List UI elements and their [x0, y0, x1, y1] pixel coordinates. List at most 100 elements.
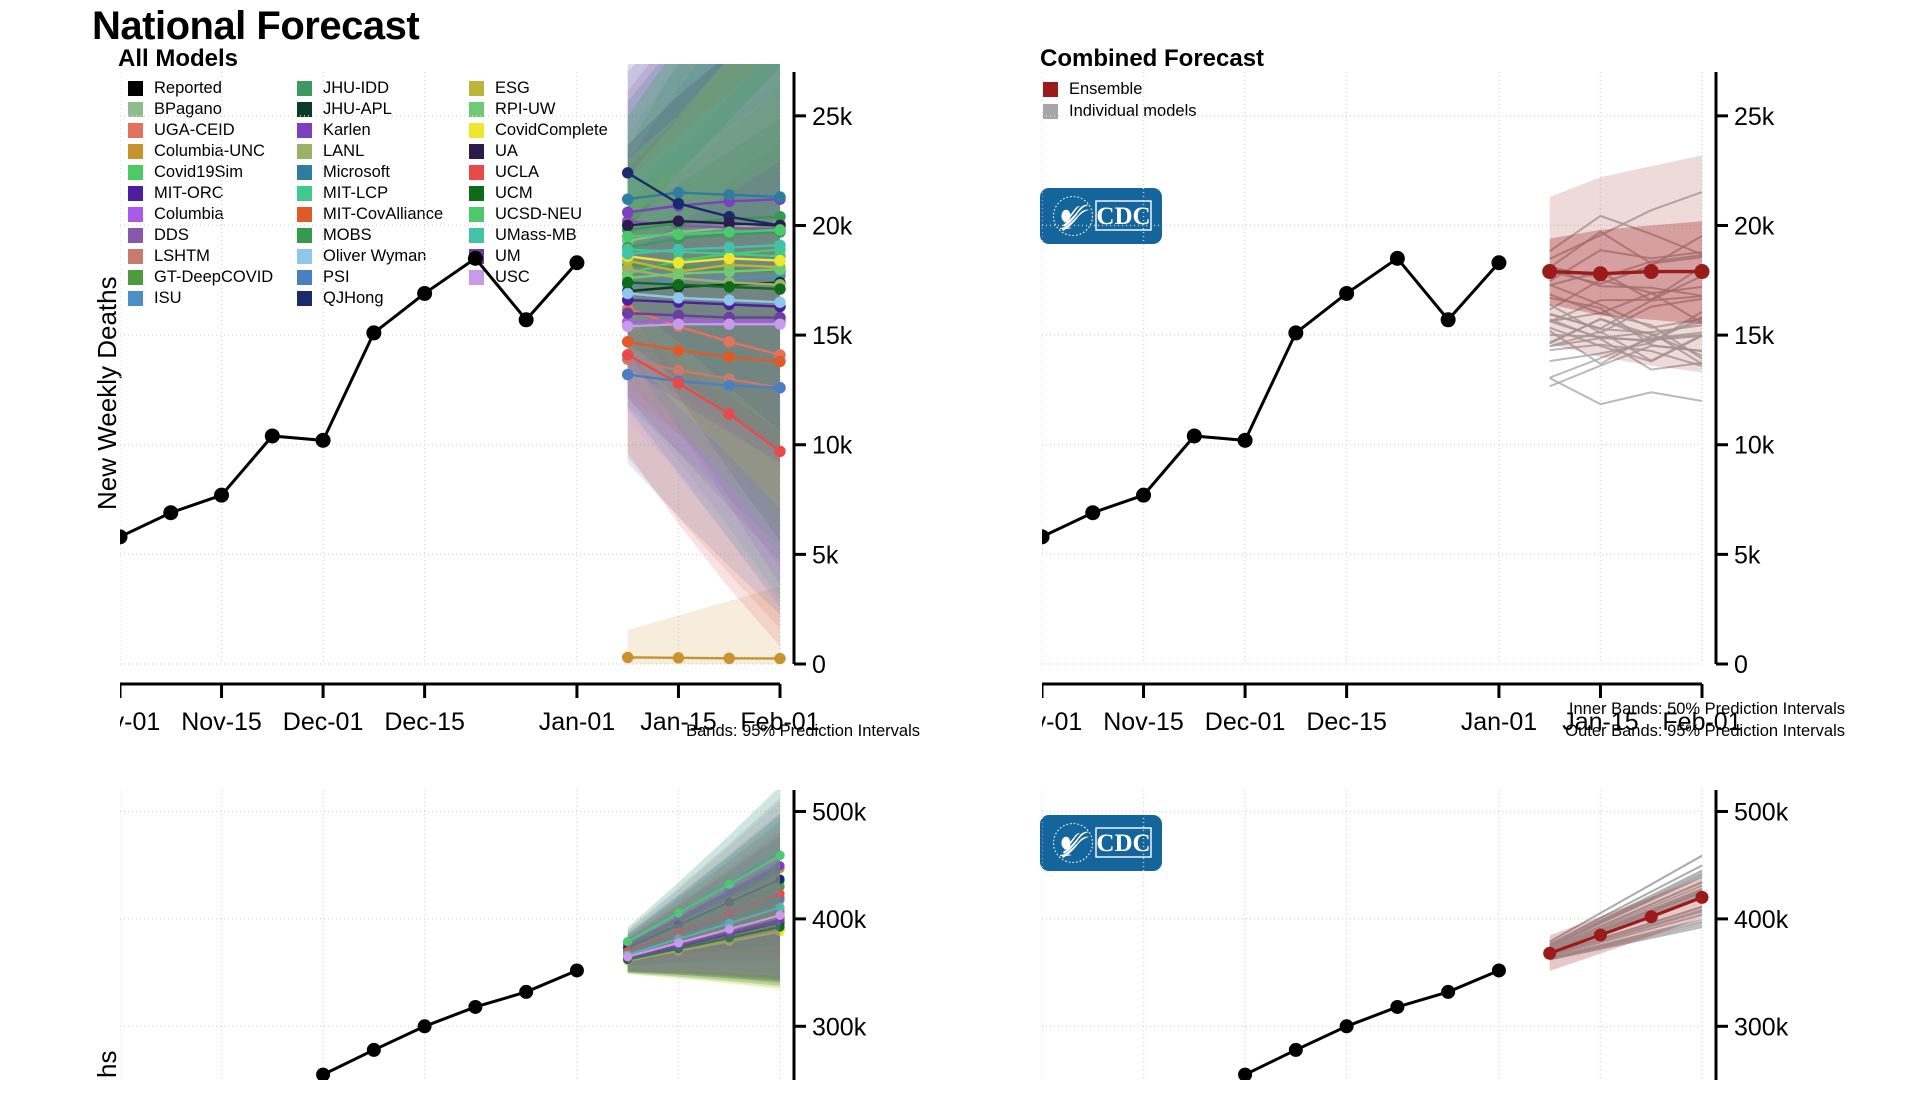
legend-item-label: UM — [495, 247, 521, 266]
x-tick-label: Jan-15 — [1562, 708, 1638, 736]
legend-all-models-item[interactable]: MIT-LCP — [297, 183, 452, 204]
legend-item-label: Ensemble — [1069, 79, 1143, 98]
legend-item-label: JHU-APL — [323, 100, 392, 119]
legend-swatch-icon — [297, 186, 312, 201]
x-tick-label: Dec-15 — [1306, 708, 1387, 736]
legend-item-label: MIT-CovAlliance — [323, 205, 444, 224]
legend-swatch-icon — [297, 228, 312, 243]
chart-all-models-cumulative: 300k 400k 500k — [120, 790, 867, 1080]
cdc-wordmark-2: CDC — [1095, 827, 1152, 858]
legend-all-models-item[interactable]: Karlen — [297, 120, 452, 141]
legend-all-models-item[interactable]: ISU — [128, 288, 280, 309]
legend-all-models-item[interactable]: MOBS — [297, 225, 452, 246]
legend-all-models-item[interactable]: Covid19Sim — [128, 162, 280, 183]
legend-swatch-icon — [469, 123, 484, 138]
legend-all-models-item[interactable]: Oliver Wyman — [297, 246, 452, 267]
x-tick-label: Jan-01 — [1461, 708, 1537, 736]
legend-column-3: ESG RPI-UW CovidComplete UA UCLA UCM UCSD-NEU U… — [469, 78, 608, 309]
legend-item-label: PSI — [323, 268, 350, 287]
x-tick-label: Nov-01 — [1042, 708, 1082, 736]
legend-all-models-item[interactable]: PSI — [297, 267, 452, 288]
legend-combined-item[interactable]: Individual models — [1043, 100, 1197, 122]
legend-all-models-item[interactable]: USC — [469, 267, 608, 288]
y-tick-label: 5k — [1734, 541, 1761, 569]
legend-combined: Ensemble Individual models — [1043, 78, 1197, 122]
legend-swatch-icon — [128, 165, 143, 180]
page-title: National Forecast — [92, 4, 420, 48]
cdc-logo-badge-2: CDC — [1040, 815, 1162, 871]
legend-all-models-item[interactable]: DDS — [128, 225, 280, 246]
legend-swatch-icon — [128, 102, 143, 117]
legend-all-models-item[interactable]: GT-DeepCOVID — [128, 267, 280, 288]
legend-all-models-item[interactable]: LSHTM — [128, 246, 280, 267]
legend-all-models-item[interactable]: UCLA — [469, 162, 608, 183]
legend-swatch-icon — [469, 165, 484, 180]
cdc-logo-bottom: CDC — [1040, 815, 1162, 871]
legend-item-label: UCSD-NEU — [495, 205, 583, 224]
x-tick-label: Nov-01 — [120, 708, 160, 736]
legend-all-models-item[interactable]: Columbia — [128, 204, 280, 225]
y-tick-label: 500k — [1734, 798, 1789, 826]
legend-combined-item[interactable]: Ensemble — [1043, 78, 1197, 100]
legend-item-label: Columbia-UNC — [154, 142, 265, 161]
chart-all-models-weekly: 0 5k 10k 15k 20k 25k Nov-01 Nov-15 Dec-01 Dec-15 J… — [120, 64, 853, 736]
legend-swatch-icon — [128, 186, 143, 201]
legend-column-1: Reported BPagano UGA-CEID Columbia-UNC Covid… — [128, 78, 280, 309]
y-tick-label: 20k — [812, 212, 853, 240]
x-tick-label: Dec-15 — [384, 708, 465, 736]
legend-item-label: UMass-MB — [495, 226, 577, 245]
hhs-bird-seal-2 — [1052, 822, 1094, 864]
legend-swatch-icon — [297, 249, 312, 264]
legend-swatch-icon — [469, 81, 484, 96]
legend-swatch-icon — [469, 270, 484, 285]
legend-item-label: MIT-ORC — [154, 184, 224, 203]
legend-all-models-item[interactable]: JHU-APL — [297, 99, 452, 120]
legend-all-models-item[interactable]: QJHong — [297, 288, 452, 309]
legend-all-models-item[interactable]: UA — [469, 141, 608, 162]
legend-all-models-item[interactable]: JHU-IDD — [297, 78, 452, 99]
y-tick-label: 0 — [1734, 651, 1748, 679]
legend-swatch-icon — [469, 186, 484, 201]
legend-all-models-item[interactable]: Columbia-UNC — [128, 141, 280, 162]
legend-all-models-item[interactable]: Reported — [128, 78, 280, 99]
legend-all-models-item[interactable]: LANL — [297, 141, 452, 162]
x-tick-label: Nov-15 — [181, 708, 262, 736]
legend-all-models-item[interactable]: BPagano — [128, 99, 280, 120]
legend-all-models-item[interactable]: RPI-UW — [469, 99, 608, 120]
note-bands-left: Bands: 95% Prediction Intervals — [686, 722, 920, 740]
legend-swatch-icon — [297, 81, 312, 96]
legend-item-label: MIT-LCP — [323, 184, 389, 203]
legend-swatch-icon — [1043, 103, 1058, 119]
legend-swatch-icon — [469, 102, 484, 117]
cdc-logo-top: CDC — [1040, 188, 1162, 244]
legend-all-models: Reported BPagano UGA-CEID Columbia-UNC Covid… — [128, 78, 625, 309]
y-axis-label: New Weekly Deaths — [92, 276, 122, 510]
legend-item-label: LANL — [323, 142, 365, 161]
legend-all-models-item[interactable]: MIT-CovAlliance — [297, 204, 452, 225]
legend-item-label: Oliver Wyman — [323, 247, 427, 266]
legend-swatch-icon — [128, 81, 143, 96]
legend-column-2: JHU-IDD JHU-APL Karlen LANL Microsoft MIT-LCP… — [297, 78, 452, 309]
panel-title-all-models: All Models — [118, 45, 239, 72]
legend-item-label: Microsoft — [323, 163, 390, 182]
legend-all-models-item[interactable]: MIT-ORC — [128, 183, 280, 204]
x-tick-label: Jan-01 — [539, 708, 615, 736]
legend-all-models-item[interactable]: UGA-CEID — [128, 120, 280, 141]
legend-swatch-icon — [297, 270, 312, 285]
legend-swatch-icon — [128, 291, 143, 306]
legend-swatch-icon — [469, 207, 484, 222]
y-tick-label: 20k — [1734, 212, 1775, 240]
cdc-logo-text: CDC — [1096, 203, 1150, 230]
cdc-wordmark: CDC — [1095, 200, 1152, 231]
legend-swatch-icon — [128, 228, 143, 243]
y-tick-label: 300k — [812, 1013, 867, 1041]
legend-all-models-item[interactable]: Microsoft — [297, 162, 452, 183]
y-axis-label-bottom: hs — [92, 1050, 122, 1078]
legend-all-models-item[interactable]: UMass-MB — [469, 225, 608, 246]
legend-all-models-item[interactable]: ESG — [469, 78, 608, 99]
legend-swatch-icon — [297, 102, 312, 117]
legend-all-models-item[interactable]: CovidComplete — [469, 120, 608, 141]
legend-all-models-item[interactable]: UCM — [469, 183, 608, 204]
legend-all-models-item[interactable]: UCSD-NEU — [469, 204, 608, 225]
legend-item-label: UGA-CEID — [154, 121, 235, 140]
